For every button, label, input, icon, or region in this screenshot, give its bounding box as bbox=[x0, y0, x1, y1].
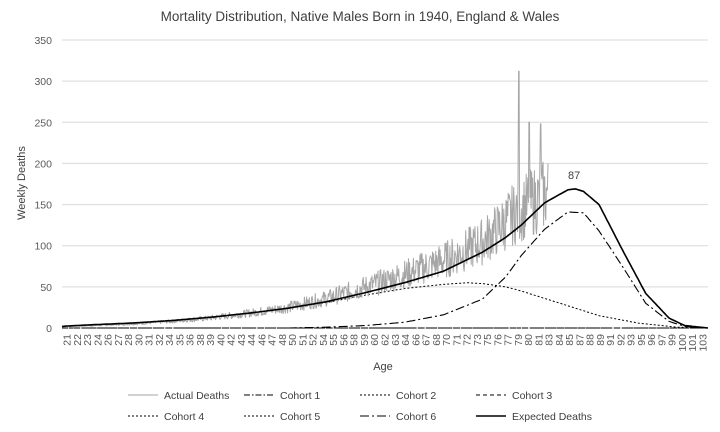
x-axis-label: Age bbox=[373, 361, 393, 373]
x-tick-label: 26 bbox=[103, 334, 115, 346]
legend-label: Expected Deaths bbox=[512, 411, 592, 423]
y-tick-label: 200 bbox=[34, 158, 52, 170]
y-tick-label: 100 bbox=[34, 241, 52, 253]
y-tick-label: 150 bbox=[34, 200, 52, 212]
x-tick-label: 34 bbox=[164, 334, 176, 346]
x-tick-label: 46 bbox=[256, 334, 268, 346]
gridlines bbox=[62, 39, 708, 329]
x-tick-label: 70 bbox=[441, 334, 453, 346]
x-tick-label: 59 bbox=[359, 334, 371, 346]
x-tick-label: 43 bbox=[236, 334, 248, 346]
x-tick-label: 97 bbox=[656, 334, 668, 346]
x-tick-label: 35 bbox=[174, 334, 186, 346]
x-tick-label: 28 bbox=[123, 334, 135, 346]
series-line-expected-deaths bbox=[61, 188, 709, 329]
x-tick-label: 64 bbox=[400, 334, 412, 346]
x-tick-label: 21 bbox=[62, 334, 74, 346]
x-tick-label: 56 bbox=[338, 334, 350, 346]
x-tick-label: 67 bbox=[421, 334, 433, 346]
x-tick-label: 89 bbox=[595, 334, 607, 346]
y-tick-label: 250 bbox=[34, 117, 52, 129]
x-tick-label: 84 bbox=[554, 334, 566, 346]
series-line-cohort-6 bbox=[287, 211, 709, 329]
series-lines bbox=[61, 70, 709, 329]
x-tick-label: 99 bbox=[667, 334, 679, 346]
x-tick-label: 50 bbox=[287, 334, 299, 346]
y-tick-label: 350 bbox=[34, 35, 52, 47]
x-tick-label: 42 bbox=[226, 334, 238, 346]
x-tick-label: 54 bbox=[318, 334, 330, 346]
chart-title: Mortality Distribution, Native Males Bor… bbox=[161, 9, 560, 24]
x-tick-label: 95 bbox=[636, 334, 648, 346]
x-tick-label: 92 bbox=[615, 334, 627, 346]
x-tick-label: 52 bbox=[308, 334, 320, 346]
x-tick-label: 103 bbox=[697, 334, 709, 352]
x-tick-label: 62 bbox=[380, 334, 392, 346]
x-tick-label: 23 bbox=[82, 334, 94, 346]
x-tick-label: 81 bbox=[533, 334, 545, 346]
legend-label: Actual Deaths bbox=[164, 390, 229, 402]
y-axis-label: Weekly Deaths bbox=[16, 146, 28, 220]
x-tick-label: 76 bbox=[492, 334, 504, 346]
x-tick-label: 31 bbox=[144, 334, 156, 346]
x-tick-label: 100 bbox=[677, 334, 689, 352]
x-tick-label: 79 bbox=[513, 334, 525, 346]
legend-label: Cohort 5 bbox=[280, 411, 320, 423]
x-tick-label: 91 bbox=[605, 334, 617, 346]
x-tick-label: 96 bbox=[646, 334, 658, 346]
x-tick-label: 63 bbox=[390, 334, 402, 346]
legend-label: Cohort 2 bbox=[396, 390, 436, 402]
x-tick-label: 38 bbox=[195, 334, 207, 346]
x-tick-label: 93 bbox=[626, 334, 638, 346]
x-tick-label: 75 bbox=[482, 334, 494, 346]
x-tick-label: 72 bbox=[462, 334, 474, 346]
series-line-cohort-5 bbox=[61, 282, 709, 329]
x-tick-label: 30 bbox=[133, 334, 145, 346]
x-tick-label: 47 bbox=[267, 334, 279, 346]
x-tick-label: 60 bbox=[369, 334, 381, 346]
x-tick-label: 24 bbox=[92, 334, 104, 346]
x-tick-label: 83 bbox=[544, 334, 556, 346]
legend-label: Cohort 1 bbox=[280, 390, 320, 402]
x-tick-label: 68 bbox=[431, 334, 443, 346]
x-tick-label: 55 bbox=[328, 334, 340, 346]
x-tick-label: 77 bbox=[503, 334, 515, 346]
x-tick-label: 85 bbox=[564, 334, 576, 346]
x-tick-label: 27 bbox=[113, 334, 125, 346]
x-tick-label: 88 bbox=[585, 334, 597, 346]
legend: Actual Deaths Cohort 1 Cohort 2 Cohort 3 Coh… bbox=[128, 390, 592, 423]
x-tick-label: 71 bbox=[451, 334, 463, 346]
legend-label: Cohort 6 bbox=[396, 411, 436, 423]
x-tick-label: 40 bbox=[215, 334, 227, 346]
x-tick-label: 87 bbox=[574, 334, 586, 346]
y-tick-label: 300 bbox=[34, 76, 52, 88]
x-tick-label: 36 bbox=[185, 334, 197, 346]
x-tick-label: 48 bbox=[277, 334, 289, 346]
x-tick-label: 39 bbox=[205, 334, 217, 346]
x-tick-label: 80 bbox=[523, 334, 535, 346]
series-line-actual-deaths bbox=[61, 70, 549, 328]
x-tick-label: 51 bbox=[297, 334, 309, 346]
x-tick-label: 58 bbox=[349, 334, 361, 346]
x-tick-label: 66 bbox=[410, 334, 422, 346]
x-tick-label: 44 bbox=[246, 334, 258, 346]
x-tick-label: 73 bbox=[472, 334, 484, 346]
legend-label: Cohort 4 bbox=[164, 411, 204, 423]
legend-label: Cohort 3 bbox=[512, 390, 552, 402]
y-tick-labels: 0 50 100 150 200 250 300 350 bbox=[34, 35, 52, 335]
x-tick-label: 101 bbox=[687, 334, 699, 352]
peak-annotation: 87 bbox=[568, 170, 580, 182]
y-tick-label: 50 bbox=[40, 282, 52, 294]
x-tick-label: 32 bbox=[154, 334, 166, 346]
y-tick-label: 0 bbox=[46, 323, 52, 335]
x-tick-labels: 2122232426272830313234353638394042434446… bbox=[62, 334, 710, 352]
x-tick-label: 22 bbox=[72, 334, 84, 346]
